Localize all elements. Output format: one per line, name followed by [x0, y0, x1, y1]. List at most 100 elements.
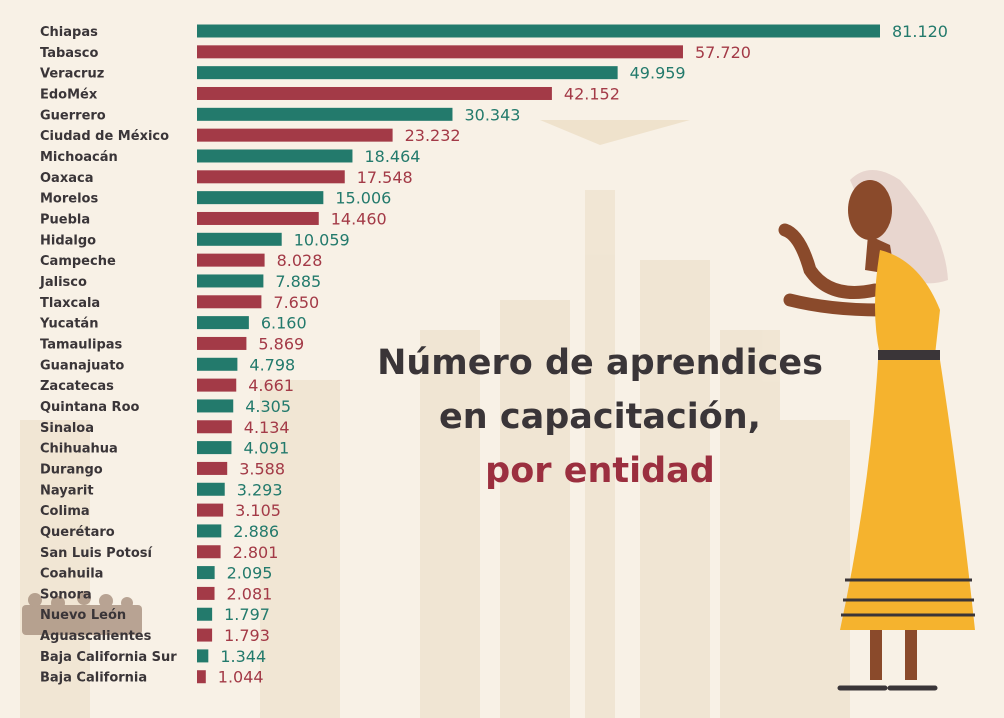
value-label: 17.548 [357, 168, 413, 187]
bar [197, 482, 225, 496]
category-label: Puebla [40, 212, 90, 227]
category-label: Guerrero [40, 108, 106, 123]
bar [197, 545, 221, 559]
historical-figures-logo [22, 591, 142, 635]
value-label: 6.160 [261, 314, 307, 333]
category-label: Michoacán [40, 150, 118, 165]
value-label: 2.801 [233, 543, 279, 562]
category-label: Jalisco [39, 275, 87, 290]
category-label: Veracruz [40, 67, 104, 82]
bar [197, 357, 238, 371]
category-label: Hidalgo [40, 233, 96, 248]
category-label: Tamaulipas [40, 337, 123, 352]
bar [197, 86, 552, 100]
woman-illustration [778, 170, 975, 691]
value-label: 5.869 [258, 334, 304, 353]
value-label: 2.095 [227, 564, 273, 583]
category-label: Guanajuato [40, 358, 124, 373]
category-label: Colima [40, 504, 90, 519]
bar [197, 170, 345, 184]
bar [197, 107, 453, 121]
value-label: 3.293 [237, 480, 283, 499]
category-label: Coahuila [40, 567, 103, 582]
value-label: 3.105 [235, 501, 281, 520]
category-label: Tlaxcala [40, 296, 100, 311]
category-label: Quintana Roo [40, 400, 139, 415]
value-label: 10.059 [294, 230, 350, 249]
category-label: Chiapas [40, 25, 98, 40]
bar [197, 503, 224, 517]
category-label: Ciudad de México [40, 129, 169, 144]
value-label: 3.588 [239, 459, 285, 478]
bar [197, 316, 249, 330]
bar [197, 628, 213, 642]
bar [197, 24, 880, 38]
bar [197, 128, 393, 142]
bar [197, 191, 324, 205]
category-label: Baja California [40, 671, 147, 686]
bar [197, 295, 262, 309]
value-label: 15.006 [335, 189, 391, 208]
value-label: 1.797 [224, 605, 270, 624]
bar [197, 378, 237, 392]
value-label: 57.720 [695, 43, 751, 62]
title-line-1: Número de aprendices [377, 343, 823, 383]
value-label: 23.232 [405, 126, 461, 145]
bar [197, 274, 264, 288]
category-label: Sinaloa [40, 421, 94, 436]
value-label: 14.460 [331, 209, 387, 228]
value-label: 1.044 [218, 668, 264, 687]
bar [197, 566, 215, 580]
bar [197, 253, 265, 267]
value-label: 30.343 [464, 105, 520, 124]
value-label: 4.661 [248, 376, 294, 395]
category-label: Sonora [40, 587, 92, 602]
category-label: Nuevo León [40, 608, 126, 623]
category-label: Aguascalientes [40, 629, 152, 644]
category-label: Querétaro [40, 525, 115, 540]
category-label: Morelos [40, 192, 98, 207]
category-label: San Luis Potosí [40, 546, 154, 561]
category-label: Yucatán [39, 317, 98, 332]
bar [197, 461, 228, 475]
bar [197, 45, 683, 59]
chart-title: Número de aprendices en capacitación, po… [340, 336, 860, 498]
bar [197, 420, 232, 434]
value-label: 4.305 [245, 397, 291, 416]
value-label: 49.959 [630, 64, 686, 83]
category-label: Chihuahua [40, 442, 118, 457]
value-label: 7.885 [275, 272, 321, 291]
bar [197, 399, 234, 413]
value-label: 1.793 [224, 626, 270, 645]
bar [197, 670, 206, 684]
value-label: 2.886 [233, 522, 279, 541]
bar [197, 586, 215, 600]
category-label: Baja California Sur [40, 650, 177, 665]
category-label: Campeche [40, 254, 116, 269]
bar [197, 66, 618, 80]
value-label: 18.464 [364, 147, 420, 166]
category-label: Oaxaca [40, 171, 93, 186]
title-line-3: por entidad [485, 451, 715, 491]
category-label: Tabasco [40, 46, 98, 61]
bar [197, 607, 213, 621]
value-label: 42.152 [564, 84, 620, 103]
category-label: Durango [40, 462, 103, 477]
value-label: 4.091 [243, 439, 289, 458]
title-line-2: en capacitación, [439, 397, 761, 437]
value-label: 2.081 [227, 584, 273, 603]
category-label: Zacatecas [40, 379, 114, 394]
bar [197, 211, 319, 225]
paper-plane-icon [540, 120, 690, 145]
bar [197, 149, 353, 163]
value-label: 1.344 [220, 647, 266, 666]
value-label: 4.798 [249, 355, 295, 374]
bar [197, 441, 232, 455]
category-label: EdoMéx [40, 87, 98, 102]
bar [197, 232, 282, 246]
value-label: 81.120 [892, 22, 948, 41]
bar [197, 649, 209, 663]
value-label: 7.650 [273, 293, 319, 312]
